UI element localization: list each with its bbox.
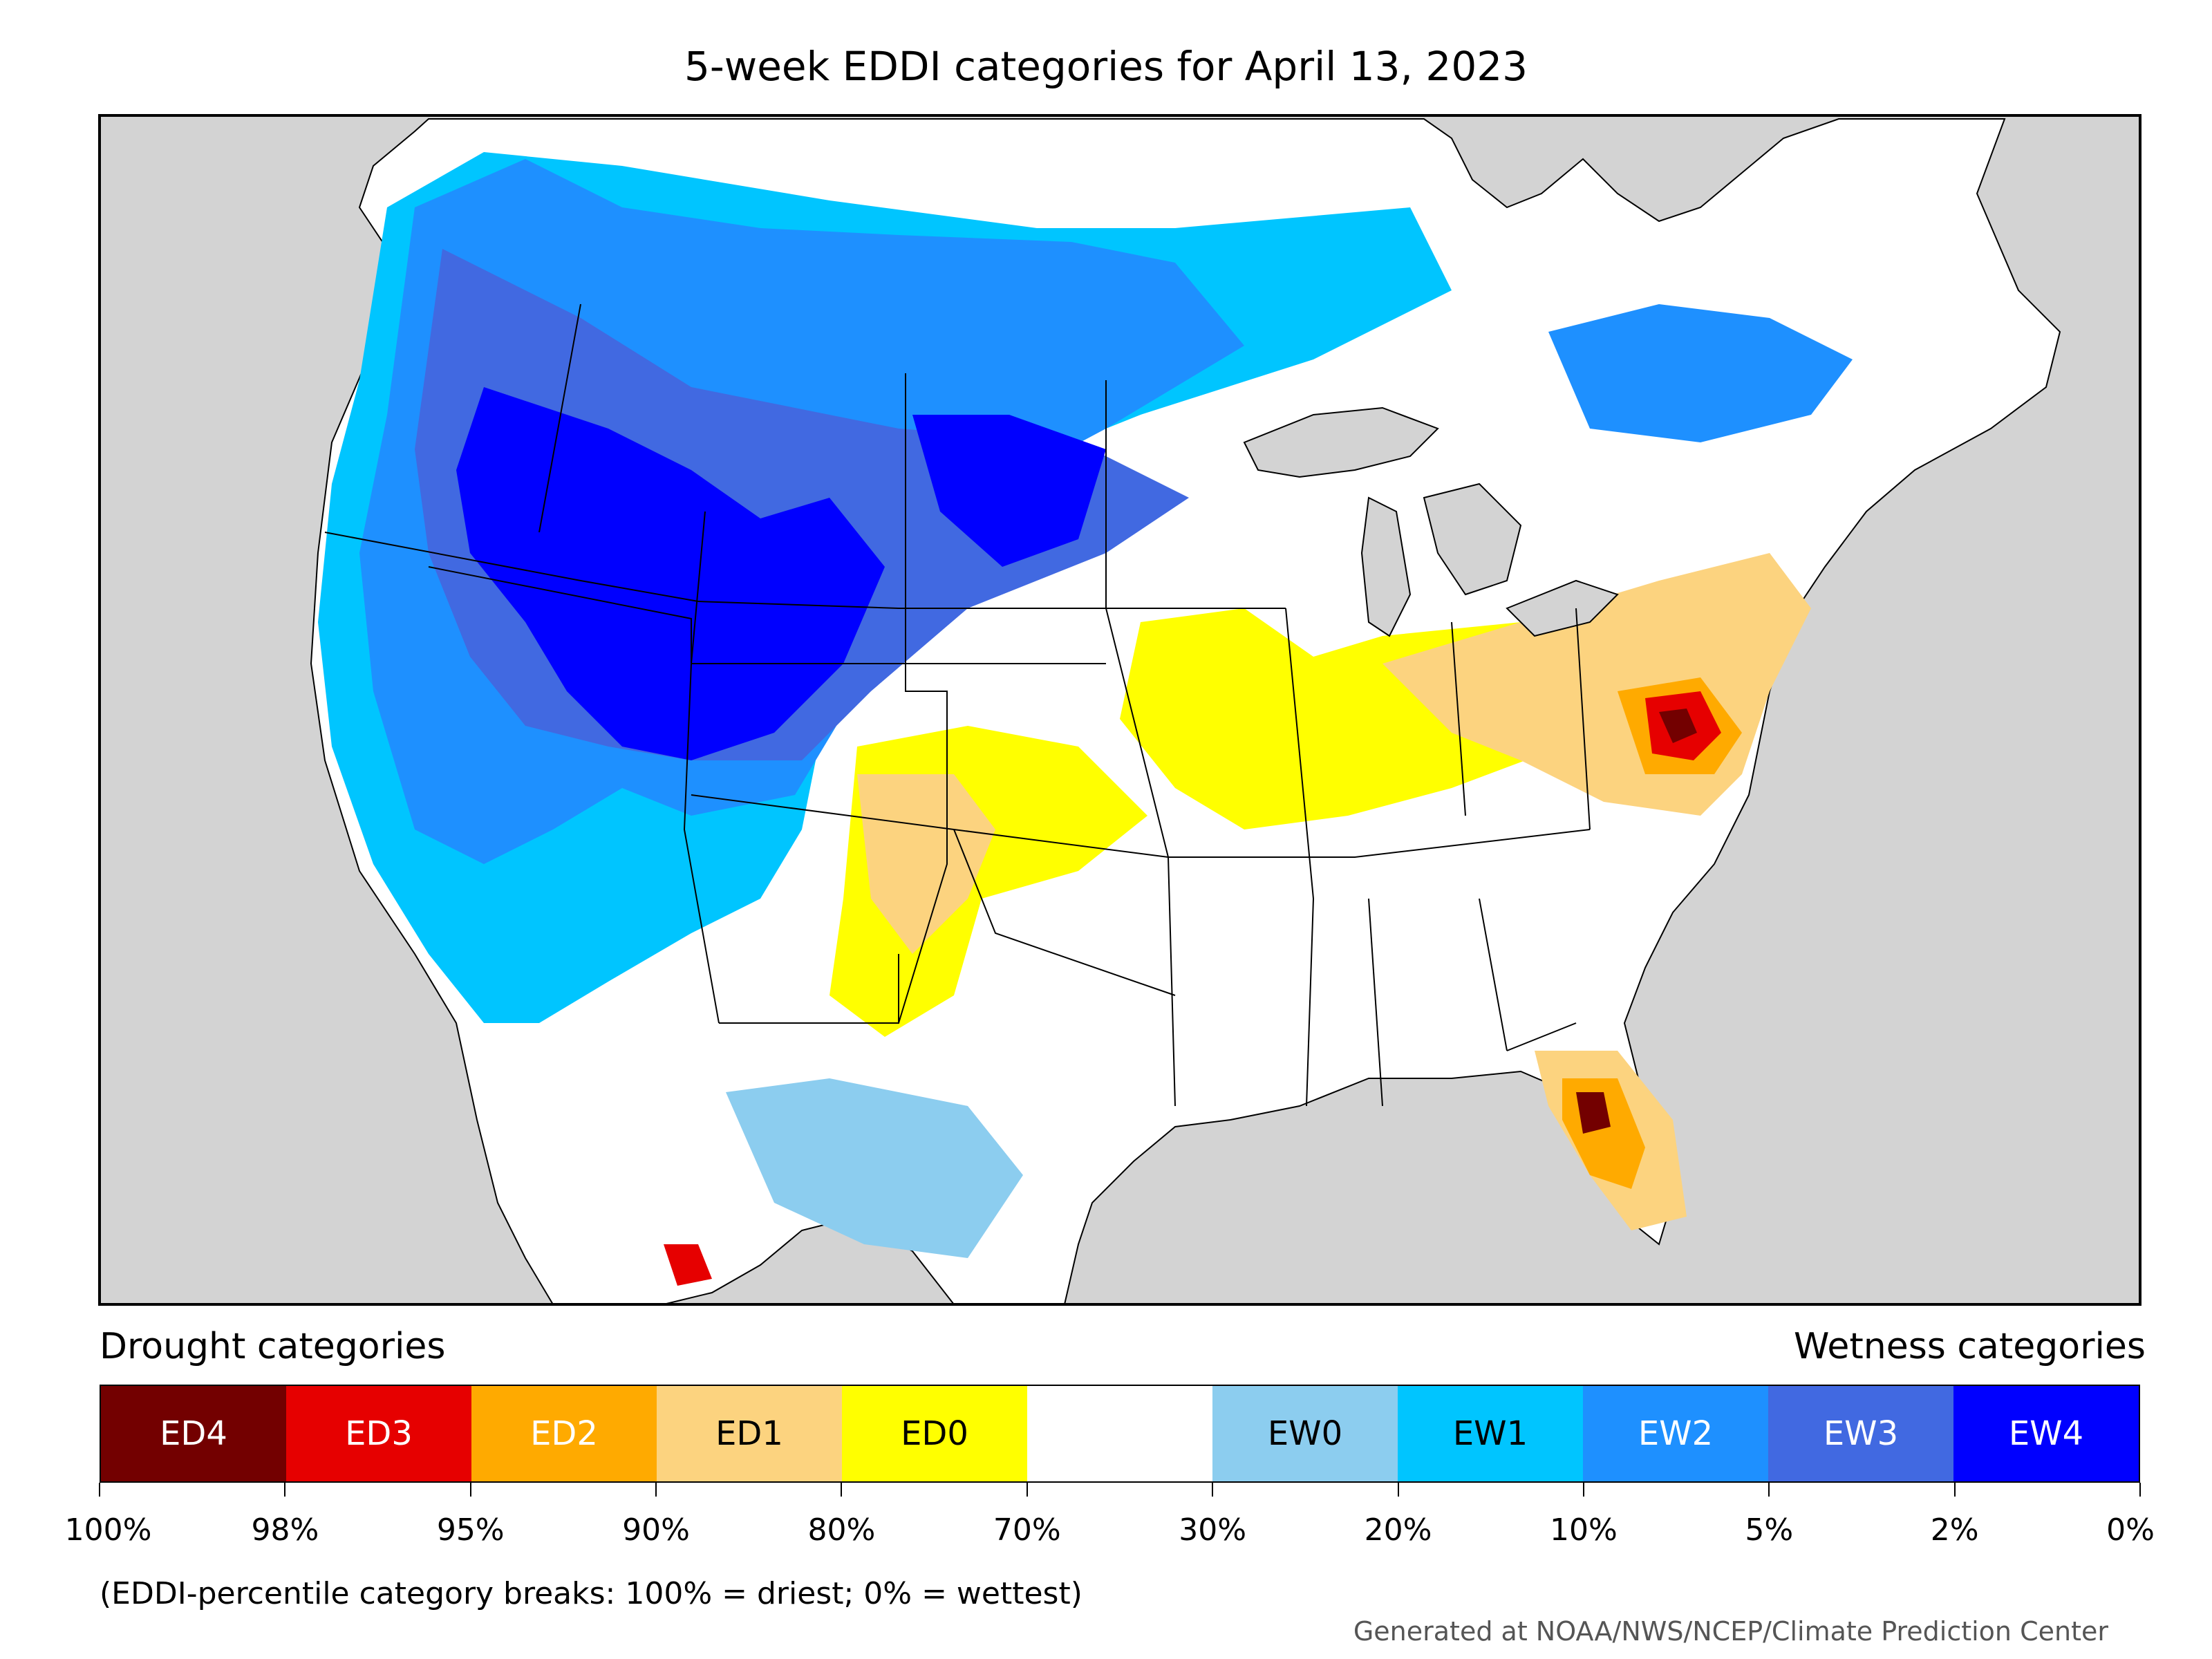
great-lakes (1243, 406, 1619, 637)
ew0-region-southwest (726, 1078, 1023, 1258)
colorbar-tick-label: 20% (1364, 1512, 1432, 1548)
colorbar-tick-label: 98% (251, 1512, 319, 1548)
colorbar-tick (655, 1483, 657, 1497)
colorbar-tick-label: 95% (436, 1512, 505, 1548)
colorbar-tick-label: 10% (1550, 1512, 1618, 1548)
ew2-region-quebec (1548, 304, 1853, 442)
drought-categories-label: Drought categories (100, 1326, 446, 1367)
legend-category-ew0: EW0 (1212, 1386, 1398, 1481)
map-frame (98, 114, 2141, 1306)
ew4-region-dakota (912, 415, 1106, 567)
colorbar-tick (1582, 1483, 1584, 1497)
legend-category-ed0: ED0 (842, 1386, 1027, 1481)
colorbar-tick-label: 70% (993, 1512, 1061, 1548)
legend-category-ed2: ED2 (471, 1386, 657, 1481)
colorbar-tick (1212, 1483, 1214, 1497)
colorbar-tick (2139, 1483, 2141, 1497)
colorbar-tick-label: 90% (622, 1512, 690, 1548)
colorbar-tick-label: 5% (1745, 1512, 1794, 1548)
category-breaks-note: (EDDI-percentile category breaks: 100% =… (100, 1576, 1082, 1611)
legend-category-ed4: ED4 (101, 1386, 286, 1481)
credit-text: Generated at NOAA/NWS/NCEP/Climate Predi… (1353, 1616, 2108, 1647)
map-title: 5-week EDDI categories for April 13, 202… (684, 43, 1528, 90)
legend-category-ew2: EW2 (1583, 1386, 1768, 1481)
colorbar-tick (99, 1483, 100, 1497)
ed4-region-florida (1576, 1092, 1611, 1134)
colorbar-tick-label: 30% (1179, 1512, 1247, 1548)
colorbar-tick (1397, 1483, 1399, 1497)
state-boundaries (324, 303, 1591, 1107)
colorbar-tick (1953, 1483, 1956, 1497)
legend-category-normal (1027, 1386, 1212, 1481)
colorbar-tick (1026, 1483, 1028, 1497)
legend-category-ew4: EW4 (1953, 1386, 2139, 1481)
colorbar-tick-label: 100% (64, 1512, 152, 1548)
colorbar-tick (284, 1483, 286, 1497)
colorbar-tick (469, 1483, 471, 1497)
category-colorbar: ED4 ED3 ED2 ED1 ED0 EW0 EW1 EW2 EW3 EW4 (100, 1385, 2140, 1483)
colorbar-tick (841, 1483, 843, 1497)
colorbar-tick-label: 2% (1930, 1512, 1979, 1548)
ed1-region-texas (857, 774, 995, 954)
ew4-region-west (456, 387, 885, 760)
colorbar-tick-label: 80% (807, 1512, 876, 1548)
colorbar-tick (1768, 1483, 1770, 1497)
ed3-region-mexico (664, 1244, 712, 1286)
legend-category-ed3: ED3 (286, 1386, 471, 1481)
legend-category-ew1: EW1 (1398, 1386, 1583, 1481)
legend-category-ew3: EW3 (1768, 1386, 1953, 1481)
legend-category-ed1: ED1 (657, 1386, 842, 1481)
colorbar-tick-label: 0% (2106, 1512, 2155, 1548)
ed4-region-virginia (1659, 709, 1697, 743)
wetness-categories-label: Wetness categories (1794, 1326, 2146, 1367)
